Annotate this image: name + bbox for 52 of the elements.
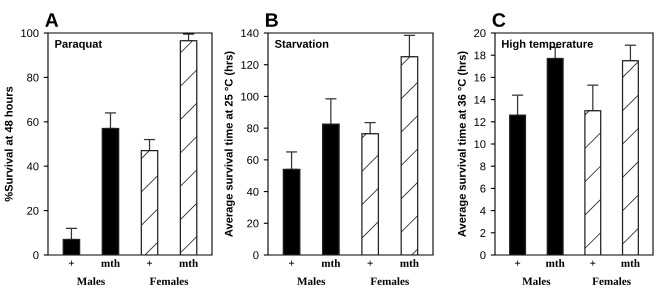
y-tick-label: 18 [474,51,486,60]
y-tick-label: 14 [474,96,486,104]
y-tick-label: 100 [21,29,39,38]
y-tick-label: 40 [26,162,39,170]
chart-title: C [492,13,506,27]
y-tick-label: 80 [27,74,39,82]
chart-title: B [266,13,278,27]
y-tick-label: 2 [480,229,486,237]
x-tick-label: mth [322,259,340,267]
text: Females [150,277,188,286]
y-tick-label: 60 [27,118,39,126]
y-axis-title: %Survival at 48 hours [4,86,13,202]
y-tick-label: 20 [247,220,259,228]
y-tick-label: 140 [241,29,259,38]
x-tick-label: mth [101,259,120,267]
x-tick-label: mth [400,259,419,267]
text: Males [522,277,550,286]
x-tick-label: mth [546,259,565,267]
y-tick-label: 4 [480,206,486,215]
y-axis-title: Average survival time at 25 °C (hrs) [224,51,235,237]
y-tick-label: 8 [480,162,486,170]
y-tick-label: 60 [247,156,259,164]
y-tick-label: 0 [480,251,486,260]
x-tick-label: mth [179,259,198,267]
y-tick-label: 6 [480,184,486,193]
y-tick-label: 20 [474,29,486,38]
text: High temperature [502,40,593,50]
text: Males [297,277,326,286]
y-tick-label: 16 [474,74,486,82]
x-tick-label: + [368,260,373,266]
x-tick-label: + [288,260,294,266]
y-tick-label: 20 [27,206,39,215]
x-tick-label: mth [621,259,640,267]
x-tick-label: + [68,260,74,266]
y-axis-title: Average survival time at 36 °C (hrs) [458,51,468,237]
y-tick-label: 0 [253,251,259,260]
y-tick-label: 12 [474,118,486,126]
text: Females [370,277,409,286]
text: Males [76,277,105,286]
x-tick-label: + [146,260,152,266]
y-tick-label: 80 [247,124,259,132]
chart-title: A [45,13,58,27]
y-tick-label: 100 [241,92,259,101]
chart-subtitle: Starvation [274,40,328,48]
y-tick-label: 120 [241,60,259,69]
text: Paraquat [55,40,102,50]
text: Females [592,277,631,286]
x-tick-label: + [590,260,596,266]
y-tick-label: 40 [246,188,259,196]
x-tick-label: + [514,260,520,266]
y-tick-label: 0 [33,251,39,260]
y-tick-label: 10 [474,140,486,148]
